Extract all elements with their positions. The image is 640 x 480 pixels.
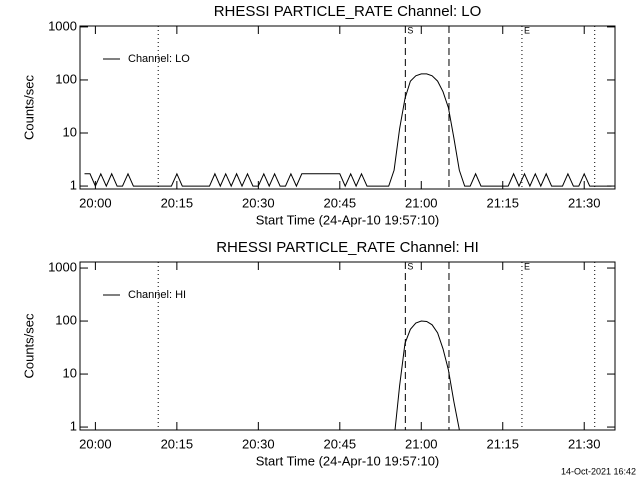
x-tick-label: 21:15 [486,195,519,210]
y-tick-label: 1 [70,177,77,192]
x-tick-label: 21:30 [568,436,601,451]
y-tick-label: 10 [63,124,77,139]
x-tick-label: 20:45 [324,195,357,210]
event-label: E [524,25,530,35]
y-tick-label: 1000 [48,259,77,274]
series-line [84,73,612,188]
legend-label: Channel: HI [128,289,186,301]
x-tick-label: 20:30 [242,195,275,210]
x-tick-label: 20:15 [161,436,194,451]
y-axis-label: Counts/sec [21,74,36,140]
legend-label: Channel: LO [128,53,190,65]
plot: RHESSI PARTICLE_RATE Channel: HI Start Ti… [21,239,616,468]
x-axis-label: Start Time (24-Apr-10 19:57:10) [256,453,440,468]
y-tick-label: 10 [63,365,77,380]
x-tick-label: 20:30 [242,436,275,451]
y-axis-label: Counts/sec [21,313,36,379]
x-axis-label: Start Time (24-Apr-10 19:57:10) [256,212,440,227]
y-tick-label: 100 [55,71,77,86]
y-tick-label: 100 [55,312,77,327]
footer: 14-Oct-2021 16:42 [561,466,636,476]
chart-title: RHESSI PARTICLE_RATE Channel: HI [216,239,479,256]
x-tick-label: 21:15 [486,436,519,451]
y-tick-label: 1000 [48,18,77,33]
chart-title: RHESSI PARTICLE_RATE Channel: LO [214,3,482,20]
x-tick-label: 20:45 [324,436,357,451]
y-tick-label: 1 [70,418,77,433]
event-label: S [407,261,413,271]
x-tick-label: 21:00 [405,436,438,451]
x-tick-label: 21:30 [568,195,601,210]
event-label: E [524,261,530,271]
event-label: S [407,25,413,35]
plot: RHESSI PARTICLE_RATE Channel: LO Start Ti… [21,3,616,227]
x-tick-label: 20:00 [79,436,112,451]
plot-frame [79,261,616,431]
series-line [394,320,461,430]
plot-frame [79,25,616,190]
x-tick-label: 20:15 [161,195,194,210]
x-tick-label: 21:00 [405,195,438,210]
x-tick-label: 20:00 [79,195,112,210]
